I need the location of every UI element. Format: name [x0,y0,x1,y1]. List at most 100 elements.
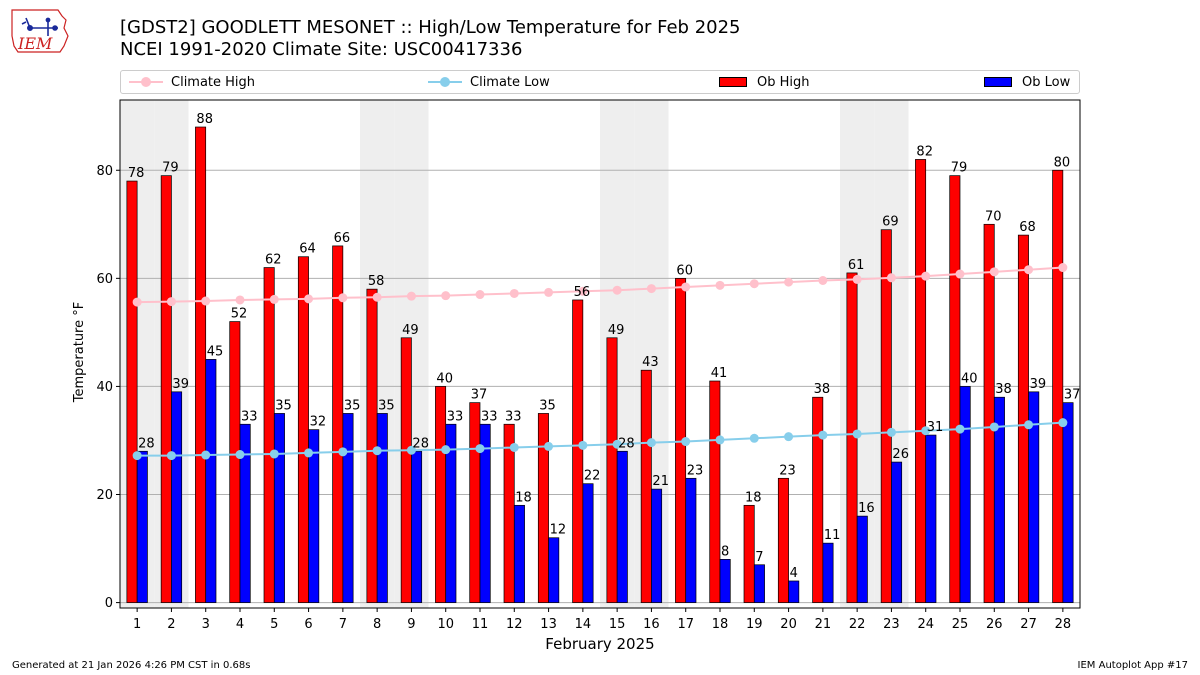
ob-high-label-day-10: 40 [436,371,453,386]
ob-high-bar-day-27 [1017,234,1029,603]
ob-low-bar-day-4 [239,423,251,603]
ob-low-bar-day-17 [685,477,697,603]
climate-high-point-day-12 [509,288,519,298]
ob-low-swatch [984,77,1012,87]
ob-high-label-day-7: 66 [334,231,351,246]
ob-low-label-day-18: 8 [721,544,729,559]
ob-low-label-day-25: 40 [961,371,978,386]
ob-low-bar-day-1 [136,450,148,603]
ob-high-bar-day-10 [435,386,447,603]
ob-low-bar-day-10 [445,423,457,603]
climate-low-point-day-1 [132,451,142,461]
ob-low-label-day-26: 38 [995,382,1012,397]
ob-high-label-day-28: 80 [1054,155,1071,170]
legend: Climate High Climate Low Ob High Ob Low [120,70,1080,94]
x-tick-label-26: 26 [986,617,1003,632]
x-tick-label-11: 11 [472,617,489,632]
x-tick-label-24: 24 [917,617,934,632]
climate-low-point-day-22 [852,429,862,439]
weather-station-icon [21,17,58,36]
ob-low-bar-day-20 [788,580,800,603]
climate-low-point-day-23 [886,427,896,437]
y-tick-label-20: 20 [96,488,113,503]
ob-high-bar-day-14 [572,299,584,603]
x-tick-label-7: 7 [339,617,347,632]
ob-low-bar-day-11 [479,423,491,603]
ob-high-label-day-24: 82 [916,144,933,159]
y-axis-label: Temperature °F [72,302,87,403]
ob-low-label-day-5: 35 [275,398,292,413]
climate-low-point-day-11 [475,444,485,454]
climate-high-point-day-27 [1024,265,1034,275]
climate-low-point-day-10 [441,445,451,455]
climate-low-point-day-19 [749,433,759,443]
ob-high-bar-day-4 [229,321,241,603]
ob-low-bar-day-14 [582,483,594,603]
x-tick-label-2: 2 [167,617,175,632]
ob-low-bar-day-2 [171,391,183,603]
ob-high-label-day-3: 88 [196,112,213,127]
ob-low-label-day-12: 18 [515,490,532,505]
ob-high-bar-day-9 [400,337,412,603]
climate-high-point-day-21 [818,276,828,286]
climate-low-point-day-14 [578,440,588,450]
x-tick-label-14: 14 [575,617,592,632]
climate-low-point-day-4 [235,450,245,460]
ob-low-label-day-24: 31 [927,420,944,435]
ob-high-label-day-13: 35 [539,398,556,413]
climate-high-point-day-3 [201,296,211,306]
legend-item-ob-high: Ob High [719,74,810,90]
x-tick-label-1: 1 [133,617,141,632]
ob-high-label-day-25: 79 [951,161,968,176]
climate-high-point-day-17 [681,282,691,292]
climate-lines [132,263,1068,461]
legend-item-climate-high: Climate High [129,74,255,90]
ob-high-bar-day-5 [263,267,275,603]
bars [126,126,1074,603]
ob-high-bar-day-11 [469,402,481,603]
climate-high-line [137,266,1063,304]
y-tick-label-80: 80 [96,164,113,179]
climate-low-point-day-7 [338,447,348,457]
ob-low-bar-day-21 [822,542,834,603]
x-tick-label-8: 8 [373,617,381,632]
climate-low-point-day-26 [989,422,999,432]
ob-high-bar-day-20 [777,477,789,603]
y-tick-label-40: 40 [96,380,113,395]
ob-high-bar-day-2 [160,175,172,603]
bar-labels: 78 79885262646658494037333556494360411823… [128,112,1081,581]
climate-high-point-day-23 [886,273,896,283]
ob-high-bar-day-13 [537,413,549,603]
ob-high-label-day-5: 62 [265,253,282,268]
x-tick-label-13: 13 [540,617,557,632]
ob-low-bar-day-25 [959,386,971,603]
climate-high-point-day-24 [921,271,931,281]
ob-high-bar-day-19 [743,504,755,603]
climate-low-point-day-12 [509,442,519,452]
x-tick-label-25: 25 [952,617,969,632]
x-tick-label-27: 27 [1020,617,1037,632]
ob-high-label-day-20: 23 [779,463,796,478]
ob-high-label-day-4: 52 [231,307,248,322]
climate-low-point-day-8 [372,446,382,456]
x-tick-label-5: 5 [270,617,278,632]
x-tick-label-19: 19 [746,617,763,632]
ob-low-bar-day-27 [1028,391,1040,603]
ob-low-bar-day-6 [308,429,320,603]
ob-high-label-day-9: 49 [402,323,419,338]
ob-low-label-day-23: 26 [892,447,909,462]
ob-high-label-day-15: 49 [608,323,625,338]
climate-high-point-day-25 [955,269,965,279]
ob-high-bar-day-8 [366,288,378,603]
iowa-outline [11,9,69,53]
ob-high-bar-day-26 [983,223,995,603]
y-tick-label-60: 60 [96,272,113,287]
x-tick-label-21: 21 [815,617,832,632]
climate-low-point-day-17 [681,437,691,447]
ob-high-swatch [719,77,747,87]
ob-low-label-day-22: 16 [858,501,875,516]
climate-high-point-day-19 [749,279,759,289]
x-tick-label-15: 15 [609,617,626,632]
climate-high-point-day-6 [304,294,314,304]
